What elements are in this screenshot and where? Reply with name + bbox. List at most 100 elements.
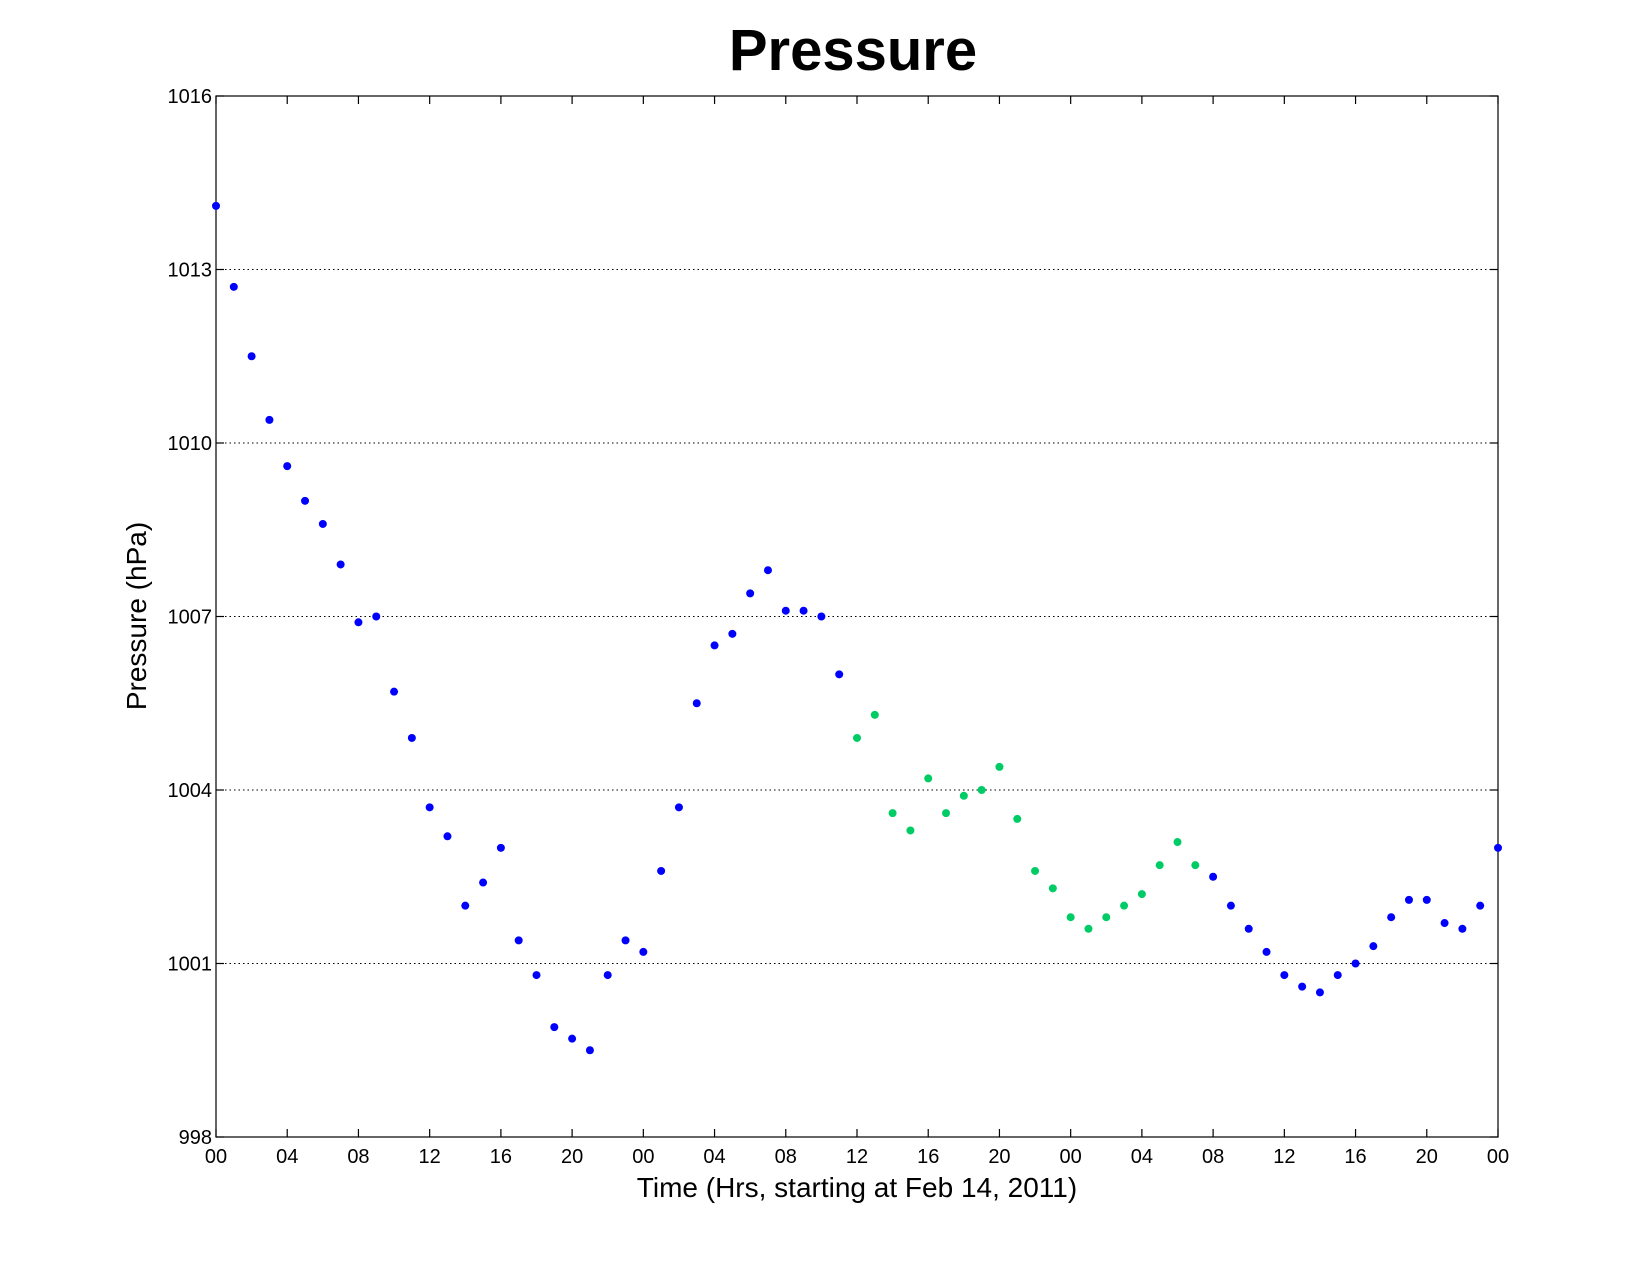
y-tick-label: 1016	[168, 86, 213, 108]
x-tick-label: 04	[276, 1146, 298, 1168]
data-point	[1387, 913, 1396, 922]
data-point	[372, 612, 381, 621]
data-point	[1137, 890, 1146, 899]
data-point	[247, 352, 256, 361]
data-point	[746, 589, 755, 598]
data-point	[425, 803, 434, 812]
x-tick-label: 00	[632, 1146, 654, 1168]
data-point	[1494, 843, 1502, 852]
data-point	[1244, 924, 1253, 933]
data-point	[1209, 872, 1218, 881]
y-axis-title: Pressure (hPa)	[121, 522, 152, 710]
data-point	[1333, 971, 1342, 980]
data-point	[817, 612, 826, 621]
data-point	[532, 971, 541, 980]
data-point	[639, 947, 648, 956]
data-point	[1458, 924, 1467, 933]
x-tick-label: 08	[347, 1146, 369, 1168]
data-point	[1298, 982, 1307, 991]
data-point	[1404, 895, 1413, 904]
data-point	[1351, 959, 1360, 968]
x-tick-label: 16	[490, 1146, 512, 1168]
data-point	[1173, 838, 1182, 847]
data-point	[763, 566, 772, 575]
data-point	[1013, 814, 1022, 823]
data-points	[212, 201, 1502, 1055]
chart-title: Pressure	[729, 18, 977, 83]
data-point	[888, 809, 897, 818]
y-tick-label: 1001	[168, 954, 213, 976]
y-tick-label: 1004	[168, 780, 213, 802]
data-point	[621, 936, 630, 945]
data-point	[1440, 919, 1449, 928]
y-tick-label: 1010	[168, 433, 213, 455]
x-tick-label: 08	[775, 1146, 797, 1168]
y-axis-tick-labels: 998 1001 1004 1007 1010 1013 1016	[168, 86, 213, 1149]
x-tick-label: 00	[1487, 1146, 1509, 1168]
data-point	[265, 415, 274, 424]
x-tick-label: 20	[988, 1146, 1010, 1168]
x-tick-label: 20	[561, 1146, 583, 1168]
data-point	[568, 1034, 577, 1043]
data-point	[1084, 924, 1093, 933]
x-tick-label: 04	[1131, 1146, 1153, 1168]
data-point	[336, 560, 345, 569]
x-tick-label: 12	[419, 1146, 441, 1168]
data-point	[728, 629, 737, 638]
data-point	[870, 710, 879, 719]
data-point	[461, 901, 470, 910]
data-point	[906, 826, 915, 835]
data-point	[1031, 866, 1040, 875]
data-point	[1155, 861, 1164, 870]
data-point	[318, 519, 327, 528]
data-point	[924, 774, 933, 783]
data-point	[781, 606, 790, 615]
data-point	[283, 462, 292, 471]
data-point	[479, 878, 488, 887]
data-point	[443, 832, 452, 841]
x-axis-tick-labels: 00 04 08 12 16 20 00 04 08 12 16 20 00 04 08 12 16 20 00	[205, 1146, 1509, 1168]
data-point	[1066, 913, 1075, 922]
data-point	[212, 201, 220, 210]
data-point	[407, 733, 416, 742]
y-tick-label: 998	[179, 1127, 212, 1149]
x-tick-label: 00	[1060, 1146, 1082, 1168]
data-point	[959, 791, 968, 800]
data-point	[674, 803, 683, 812]
data-point	[1048, 884, 1057, 893]
data-point	[1120, 901, 1129, 910]
data-point	[1226, 901, 1235, 910]
data-point	[1102, 913, 1111, 922]
data-point	[942, 809, 951, 818]
data-point	[710, 641, 719, 650]
y-tick-label: 1007	[168, 607, 213, 629]
x-tick-label: 00	[205, 1146, 227, 1168]
x-tick-label: 20	[1416, 1146, 1438, 1168]
data-point	[835, 670, 844, 679]
x-tick-label: 16	[917, 1146, 939, 1168]
axis-ticks	[215, 95, 1499, 1138]
grid-lines	[216, 269, 1498, 964]
x-tick-label: 12	[846, 1146, 868, 1168]
x-tick-label: 12	[1273, 1146, 1295, 1168]
x-tick-label: 04	[703, 1146, 725, 1168]
data-point	[977, 786, 986, 794]
data-point	[853, 733, 861, 742]
data-point	[1315, 988, 1324, 997]
data-point	[585, 1046, 594, 1055]
data-point	[1280, 971, 1289, 980]
data-point	[301, 496, 310, 505]
y-tick-label: 1013	[168, 260, 213, 282]
data-point	[692, 699, 701, 708]
x-tick-label: 16	[1344, 1146, 1366, 1168]
data-point	[229, 282, 238, 291]
data-point	[1191, 861, 1200, 870]
data-point	[995, 762, 1004, 771]
data-point	[1422, 895, 1431, 904]
data-point	[1476, 901, 1485, 910]
x-tick-label: 08	[1202, 1146, 1224, 1168]
data-point	[550, 1023, 559, 1032]
data-point	[799, 606, 808, 615]
data-point	[1369, 942, 1378, 951]
data-point	[390, 687, 399, 696]
